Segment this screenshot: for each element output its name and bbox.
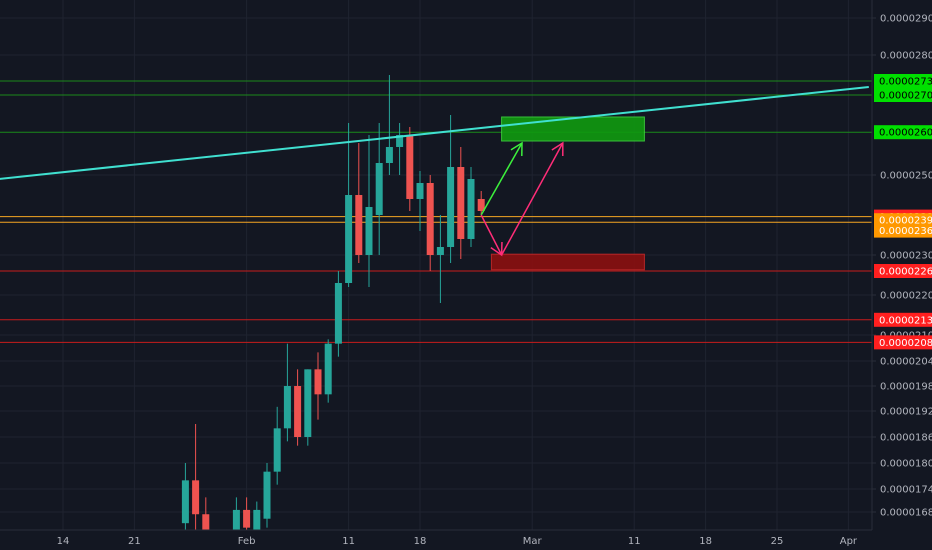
price-tick-label: 0.00001685 [880, 508, 932, 519]
candle-body [406, 135, 414, 199]
target-zone-box [501, 116, 645, 142]
candle-body [375, 163, 383, 215]
time-tick-label: 18 [699, 536, 712, 547]
level-badge [874, 88, 932, 102]
time-axis-panel [0, 530, 932, 550]
level-badge-label: 0.00002138 [879, 315, 932, 326]
candle-body [365, 207, 373, 255]
level-badge-label: 0.00002366 [879, 226, 932, 237]
level-badge-label: 0.00002735 [879, 77, 932, 88]
stop-zone-box [490, 253, 645, 271]
time-axis[interactable]: 14 21 Feb 11 18 Mar 11 18 25 Apr [57, 536, 858, 547]
level-badges: 0.000027350.000027000.000026070.00002396… [874, 74, 932, 350]
arrow-shaft [480, 214, 503, 256]
candle-body [477, 199, 485, 211]
candle-body [314, 369, 322, 395]
candle-body [253, 509, 261, 533]
arrow-shaft [500, 142, 564, 256]
time-tick-label: Mar [523, 536, 543, 547]
candle-body [304, 369, 312, 437]
candle-body [181, 480, 189, 524]
candle-body [324, 343, 332, 395]
trendline [0, 86, 869, 180]
trendline-group [0, 86, 869, 180]
candle-body [263, 471, 271, 519]
arrow-shaft [480, 142, 523, 216]
time-tick-label: 14 [57, 536, 70, 547]
level-badge [874, 335, 932, 350]
candle-body [334, 283, 342, 344]
arrow-head [510, 141, 523, 157]
candle-body [457, 167, 465, 239]
level-badge [874, 74, 932, 88]
time-tick-label: 25 [771, 536, 784, 547]
candle-body [192, 480, 200, 515]
candle-body [447, 167, 455, 247]
zone-boxes [490, 116, 645, 271]
time-tick-label: Feb [238, 536, 256, 547]
horizontal-levels [0, 80, 872, 343]
candle-body [436, 247, 444, 255]
candle-body [273, 428, 281, 472]
candle-body [385, 147, 393, 163]
level-badge-label: 0.00002607 [879, 128, 932, 139]
time-tick-label: 11 [342, 536, 355, 547]
candle-body [345, 195, 353, 283]
time-tick-label: 11 [628, 536, 641, 547]
candle-body [294, 386, 302, 437]
arrow-head [551, 141, 564, 157]
candle-body [232, 509, 240, 537]
level-badge [874, 223, 932, 238]
candle-body [355, 195, 363, 255]
candle-body [416, 183, 424, 199]
time-tick-label: 18 [414, 536, 427, 547]
candle-body [283, 386, 291, 429]
candle-body [426, 183, 434, 255]
level-badge [874, 125, 932, 140]
projection-arrows [480, 141, 564, 257]
level-badge-label: 0.00002392 [879, 216, 932, 227]
grid-lines [0, 0, 872, 530]
level-badge-label: 0.00002083 [879, 338, 932, 349]
level-badge [874, 312, 932, 327]
candle-body [202, 514, 210, 542]
candle-body [467, 179, 475, 239]
candles [181, 75, 485, 550]
time-tick-label: 21 [128, 536, 141, 547]
time-tick-label: Apr [840, 536, 858, 547]
level-badge [874, 264, 932, 278]
candle-body [243, 509, 251, 528]
candle-body [396, 135, 404, 147]
